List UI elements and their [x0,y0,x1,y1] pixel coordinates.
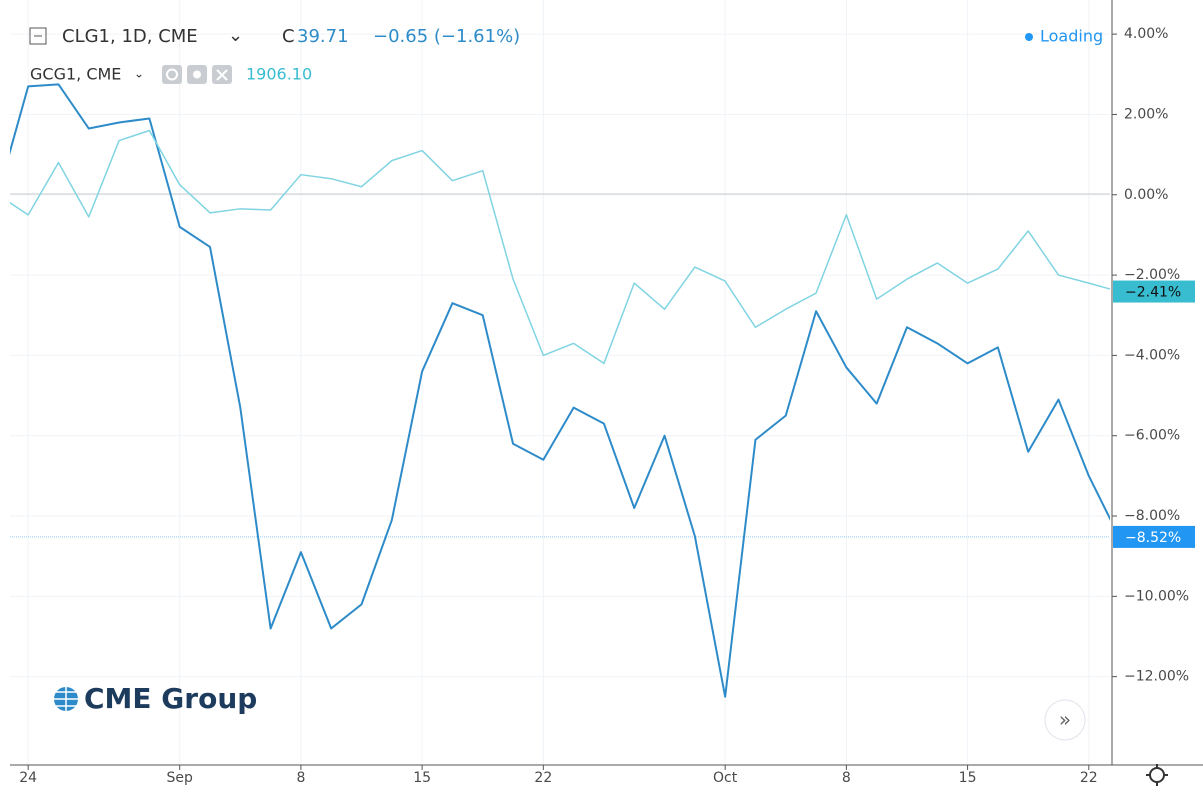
x-tick-label: Oct [713,770,738,786]
legend-second[interactable]: GCG1, CME [30,65,121,84]
x-tick-label: 15 [413,770,431,786]
x-tick-label: Sep [167,770,194,786]
x-tick-label: 22 [534,770,552,786]
price-badge [1113,280,1195,303]
scroll-icon: » [1059,708,1071,732]
y-tick-label: −12.00% [1124,669,1189,685]
y-tick-label: 2.00% [1124,106,1168,122]
y-tick-label: −10.00% [1124,588,1189,604]
y-tick-label: 0.00% [1124,187,1168,203]
price-badge-label: −2.41% [1125,285,1181,301]
logo-globe [54,687,78,711]
close-value: 39.71 [297,26,349,47]
legend-main[interactable]: CLG1, 1D, CME [62,26,198,47]
x-tick-label: 24 [19,770,37,786]
series-line [10,129,1110,365]
price-badge [1113,525,1195,548]
x-tick-label: 22 [1080,770,1098,786]
y-tick-label: −4.00% [1124,347,1180,363]
dropdown[interactable]: ⌄ [228,25,243,46]
y-tick-label: −2.00% [1124,267,1180,283]
x-tick-label: 8 [296,770,305,786]
series-line [10,83,1110,698]
gold-value: 1906.10 [246,65,312,84]
y-tick-label: −8.00% [1124,508,1180,524]
price-badge-label: −8.52% [1125,530,1181,546]
collapse-icon[interactable] [29,27,47,45]
x-tick-label: 8 [842,770,851,786]
close-prefix: C [282,26,295,47]
scroll-button[interactable] [1044,699,1086,741]
x-tick-label: 15 [959,770,977,786]
dropdown[interactable]: ⌄ [134,67,144,81]
y-tick-label: −6.00% [1124,428,1180,444]
change-value: −0.65 (−1.61%) [373,26,520,47]
watermark: CME Group [84,682,257,715]
x-icon [216,69,228,81]
status-dot [1025,33,1033,41]
y-tick-label: 4.00% [1124,26,1168,42]
eye-icon [166,68,178,81]
status: Loading [1040,27,1103,46]
settings-gear [1146,764,1168,786]
eye-button[interactable] [162,65,182,84]
gear-icon [193,70,201,79]
